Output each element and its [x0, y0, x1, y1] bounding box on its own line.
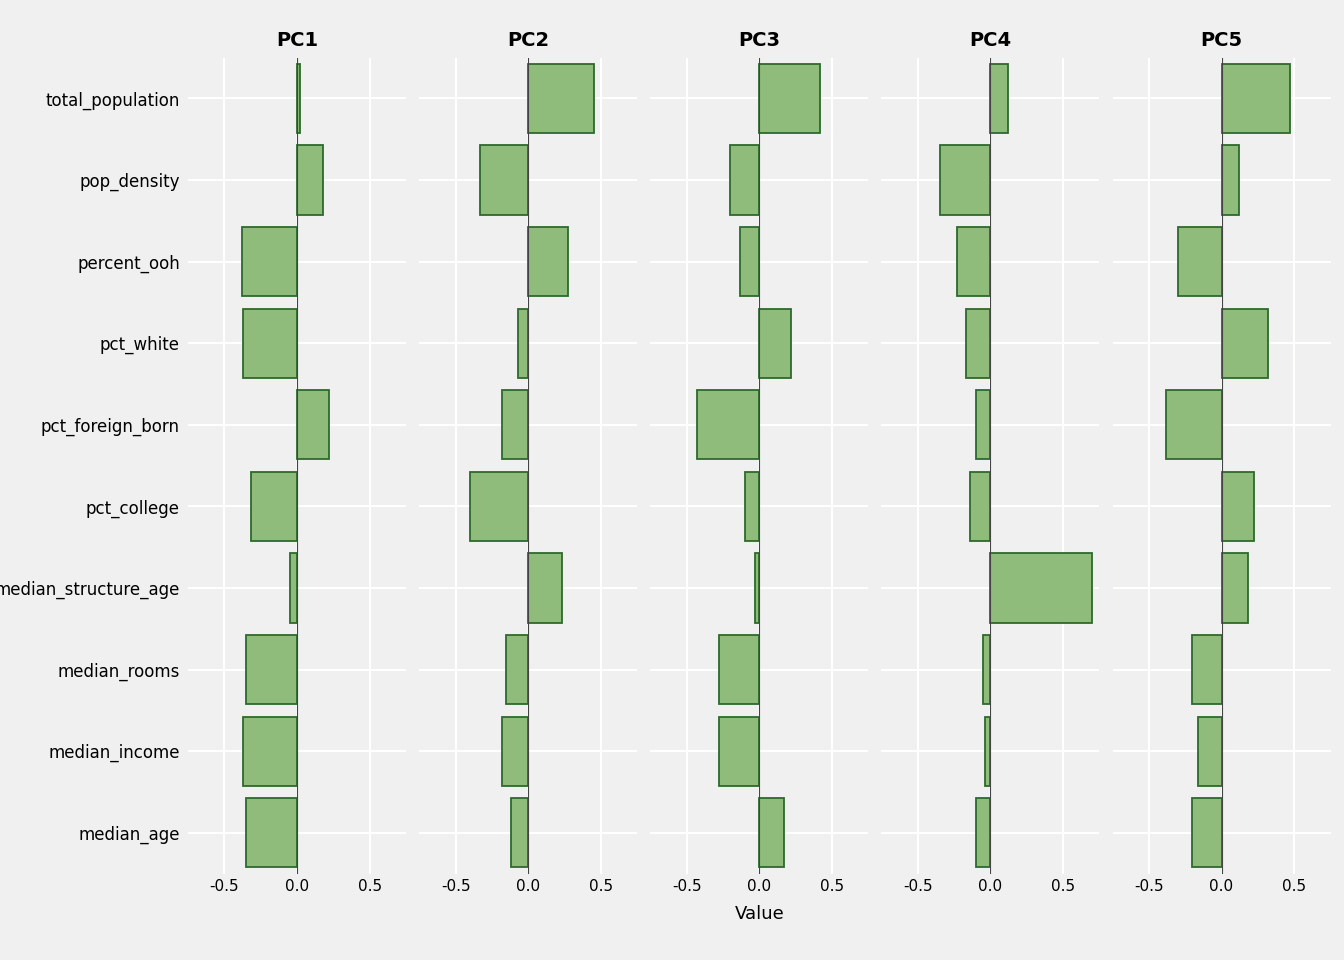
Bar: [1167, 390, 1222, 460]
Bar: [528, 553, 562, 623]
Bar: [1222, 471, 1254, 541]
Bar: [1222, 145, 1239, 215]
Bar: [297, 145, 324, 215]
Bar: [984, 635, 991, 705]
Bar: [517, 308, 528, 378]
Bar: [528, 227, 567, 297]
Bar: [1192, 635, 1222, 705]
Bar: [297, 63, 300, 133]
Bar: [696, 390, 759, 460]
Bar: [243, 308, 297, 378]
Bar: [1222, 63, 1290, 133]
Bar: [759, 308, 792, 378]
Bar: [1222, 308, 1267, 378]
Bar: [290, 553, 297, 623]
Bar: [507, 635, 528, 705]
Bar: [246, 798, 297, 868]
Bar: [957, 227, 991, 297]
Bar: [759, 798, 784, 868]
Bar: [1177, 227, 1222, 297]
Bar: [966, 308, 991, 378]
Bar: [503, 390, 528, 460]
Bar: [528, 63, 594, 133]
Bar: [246, 635, 297, 705]
Title: PC1: PC1: [276, 32, 319, 51]
Bar: [480, 145, 528, 215]
Title: PC2: PC2: [507, 32, 550, 51]
Bar: [745, 471, 759, 541]
Bar: [970, 471, 991, 541]
Bar: [991, 63, 1008, 133]
Bar: [991, 553, 1093, 623]
Bar: [976, 798, 991, 868]
Bar: [243, 716, 297, 786]
Bar: [1199, 716, 1222, 786]
Bar: [719, 635, 759, 705]
Bar: [242, 227, 297, 297]
Bar: [976, 390, 991, 460]
Bar: [939, 145, 991, 215]
Title: PC5: PC5: [1200, 32, 1243, 51]
Bar: [470, 471, 528, 541]
Bar: [741, 227, 759, 297]
Bar: [503, 716, 528, 786]
Title: PC4: PC4: [969, 32, 1012, 51]
Bar: [251, 471, 297, 541]
Bar: [755, 553, 759, 623]
Bar: [719, 716, 759, 786]
Bar: [730, 145, 759, 215]
Bar: [511, 798, 528, 868]
Bar: [297, 390, 329, 460]
Bar: [985, 716, 991, 786]
X-axis label: Value: Value: [734, 905, 785, 924]
Bar: [759, 63, 820, 133]
Title: PC3: PC3: [738, 32, 781, 51]
Bar: [1222, 553, 1247, 623]
Bar: [1192, 798, 1222, 868]
